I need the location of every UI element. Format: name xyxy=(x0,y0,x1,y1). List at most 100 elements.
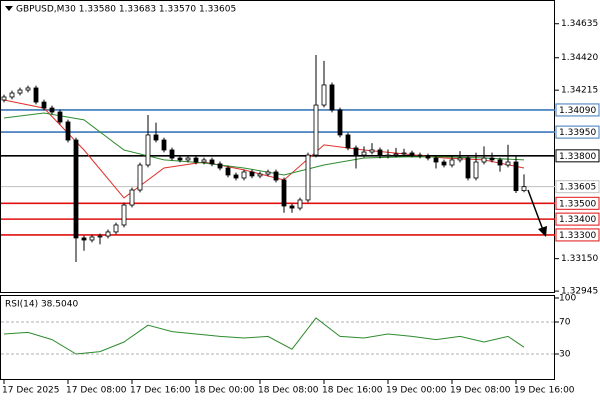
candle-body xyxy=(193,157,199,163)
candle-body xyxy=(185,157,191,161)
candle-body xyxy=(289,205,295,209)
candle-body xyxy=(497,159,503,166)
y-tick-label: 1.34420 xyxy=(561,53,598,63)
x-tick-label: 17 Dec 16:00 xyxy=(130,386,191,396)
arrow xyxy=(527,189,547,237)
candle-body xyxy=(105,231,111,237)
candle-body xyxy=(153,134,159,141)
level-label: 1.33300 xyxy=(559,231,596,241)
candle-body xyxy=(201,159,207,163)
candle-body xyxy=(297,199,303,209)
rsi-title: RSI(14) 38.5040 xyxy=(5,300,78,310)
candle-body xyxy=(17,89,23,94)
moving-average xyxy=(3,112,525,176)
candle-body xyxy=(337,109,343,136)
candle-body xyxy=(457,157,463,161)
candle-body xyxy=(137,164,143,191)
candle-body xyxy=(417,154,423,157)
level-label: 1.33500 xyxy=(559,199,596,209)
candle-body xyxy=(433,157,439,163)
rsi-tick-label: 30 xyxy=(559,350,571,360)
candle-body xyxy=(425,155,431,159)
candle-body xyxy=(257,173,263,177)
candle-body xyxy=(97,235,103,238)
candle-body xyxy=(473,161,479,179)
candle-body xyxy=(89,236,95,241)
candle-body xyxy=(409,152,415,156)
candle-body xyxy=(505,161,511,166)
arrow-shaft xyxy=(527,189,544,231)
x-tick-label: 18 Dec 16:00 xyxy=(322,386,383,396)
candle-body xyxy=(441,161,447,166)
level-label-box xyxy=(555,180,600,194)
candle-body xyxy=(81,237,87,241)
candle-body xyxy=(321,84,327,106)
candle-body xyxy=(1,96,7,101)
candle-body xyxy=(481,157,487,163)
candle-body xyxy=(241,171,247,179)
candle-body xyxy=(393,153,399,156)
x-tick-label: 18 Dec 08:00 xyxy=(258,386,319,396)
candle-body xyxy=(329,84,335,111)
rsi-tick-label: 70 xyxy=(559,318,571,328)
candle-body xyxy=(369,149,375,153)
main-panel xyxy=(0,0,555,293)
level-label-box xyxy=(555,103,600,117)
candle-body xyxy=(129,189,135,206)
candle-body xyxy=(113,224,119,233)
level-label-box xyxy=(555,196,600,210)
rsi-panel xyxy=(0,295,555,380)
x-tick-label: 19 Dec 00:00 xyxy=(386,386,447,396)
candle-body xyxy=(33,87,39,103)
plot: 1.34635 1.34420 1.34215 1.33150 1.32945 17 De… xyxy=(1,19,600,396)
candle-body xyxy=(25,87,31,91)
candle-body xyxy=(177,157,183,161)
x-tick-label: 19 Dec 08:00 xyxy=(450,386,511,396)
candle-body xyxy=(217,163,223,169)
x-tick-label: 17 Dec 2025 xyxy=(2,386,60,396)
candle-body xyxy=(489,157,495,161)
arrow-head xyxy=(538,226,547,237)
candle-body xyxy=(57,111,63,123)
moving-average xyxy=(3,99,525,199)
menu-icon xyxy=(5,6,13,11)
candle-body xyxy=(161,139,167,151)
candle-body xyxy=(305,154,311,201)
candle-body xyxy=(49,107,55,113)
candle-body xyxy=(249,171,255,177)
candle-body xyxy=(273,171,279,181)
candle-body xyxy=(233,174,239,179)
candle-body xyxy=(169,149,175,159)
level-label: 1.33800 xyxy=(559,152,596,162)
candle-body xyxy=(465,157,471,179)
candle-body xyxy=(265,171,271,175)
candle-body xyxy=(377,149,383,157)
level-label: 1.33400 xyxy=(559,215,596,225)
level-label: 1.33950 xyxy=(559,128,596,138)
candle-body xyxy=(361,151,367,156)
candle-body xyxy=(145,134,151,166)
candle-body xyxy=(41,101,47,109)
candle-body xyxy=(73,139,79,239)
candle-body xyxy=(281,179,287,207)
rsi-line xyxy=(3,317,525,355)
x-tick-label: 17 Dec 08:00 xyxy=(66,386,127,396)
candle-body xyxy=(9,92,15,98)
candle-body xyxy=(225,167,231,176)
candle-body xyxy=(513,161,519,192)
candle-body xyxy=(353,147,359,156)
candle-body xyxy=(449,159,455,166)
candle-body xyxy=(401,152,407,155)
chart-title: GBPUSD,M30 1.33580 1.33683 1.33570 1.336… xyxy=(16,5,236,15)
candle-body xyxy=(313,104,319,156)
level-label-box xyxy=(555,228,600,242)
rsi-tick-label: 100 xyxy=(559,294,576,304)
candle-body xyxy=(521,186,527,192)
y-tick-label: 1.33150 xyxy=(561,254,598,264)
level-label-box xyxy=(555,149,600,163)
level-label-box xyxy=(555,125,600,139)
candle-body xyxy=(345,134,351,149)
candle-body xyxy=(121,204,127,226)
